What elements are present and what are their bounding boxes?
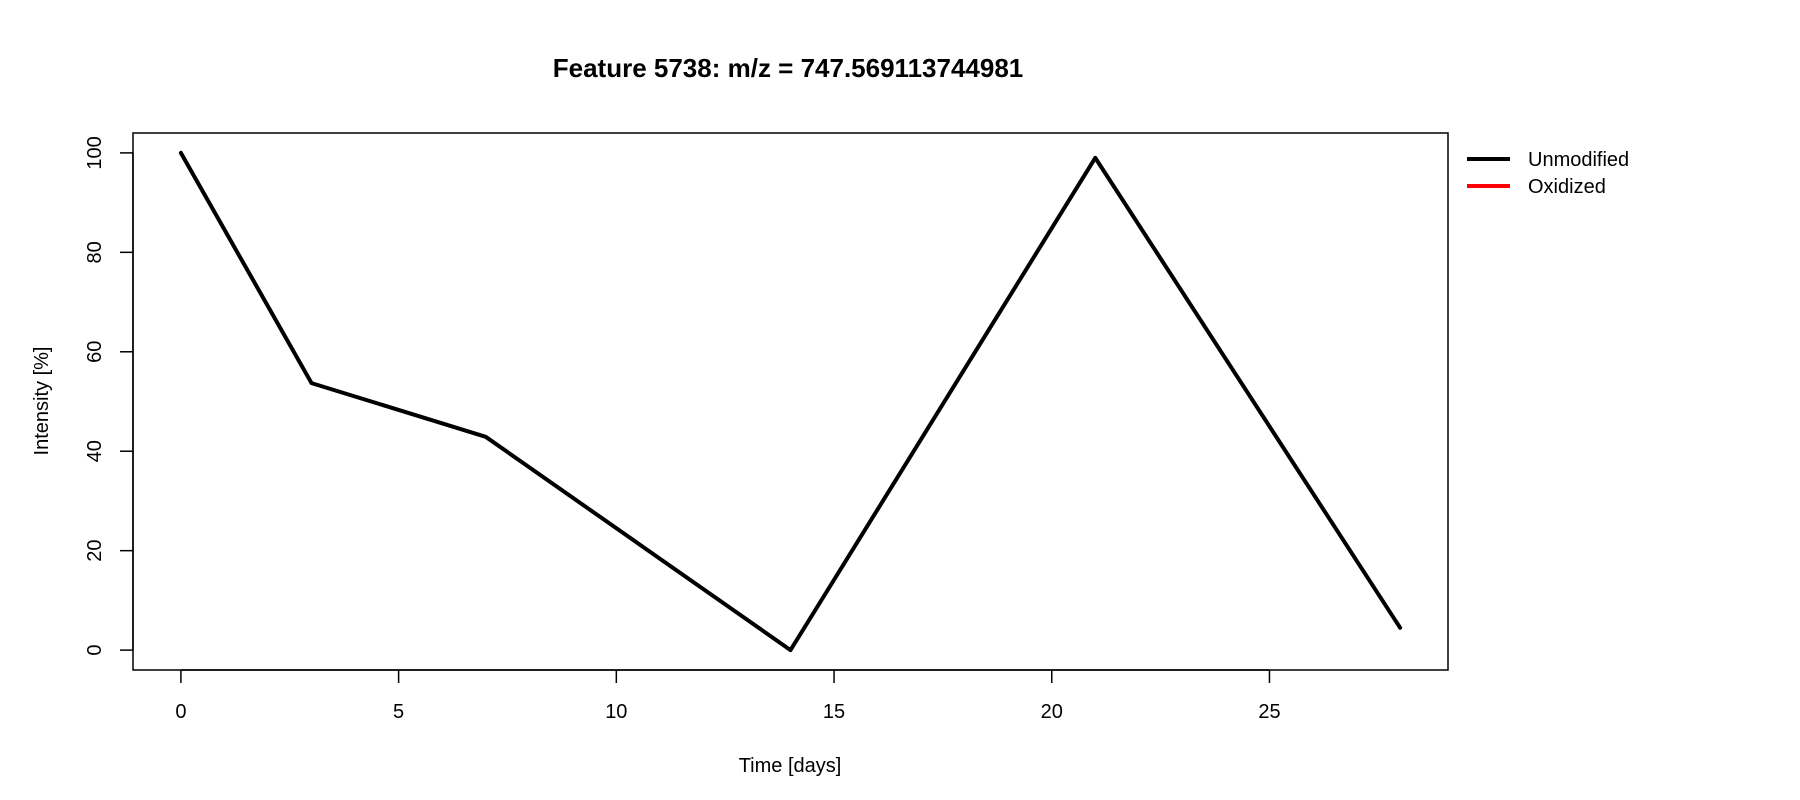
y-tick-label: 0 — [84, 645, 106, 656]
chart-title: Feature 5738: m/z = 747.569113744981 — [553, 53, 1024, 83]
legend-label: Oxidized — [1528, 176, 1606, 198]
x-tick-label: 0 — [175, 701, 186, 723]
x-tick-label: 10 — [605, 701, 627, 723]
x-tick-label: 5 — [393, 701, 404, 723]
series-line-unmodified — [178, 150, 1403, 653]
y-axis: 0 20 40 60 80 100 — [84, 136, 134, 656]
series-layer — [178, 150, 1403, 653]
y-tick-label: 80 — [84, 241, 106, 263]
x-tick-label: 20 — [1041, 701, 1063, 723]
x-tick-label: 15 — [823, 701, 845, 723]
x-tick-label: 25 — [1258, 701, 1280, 723]
y-tick-label: 40 — [84, 440, 106, 462]
plot-frame — [132, 132, 1449, 671]
y-tick-label: 20 — [84, 540, 106, 562]
legend-label: Unmodified — [1528, 149, 1629, 171]
legend: Unmodified Oxidized — [1467, 149, 1629, 198]
y-tick-label: 60 — [84, 341, 106, 363]
x-axis-label: Time [days] — [739, 755, 842, 777]
y-tick-label: 100 — [84, 136, 106, 169]
y-axis-label: Intensity [%] — [31, 347, 53, 456]
x-axis: 0 5 10 15 20 25 — [175, 669, 1281, 723]
